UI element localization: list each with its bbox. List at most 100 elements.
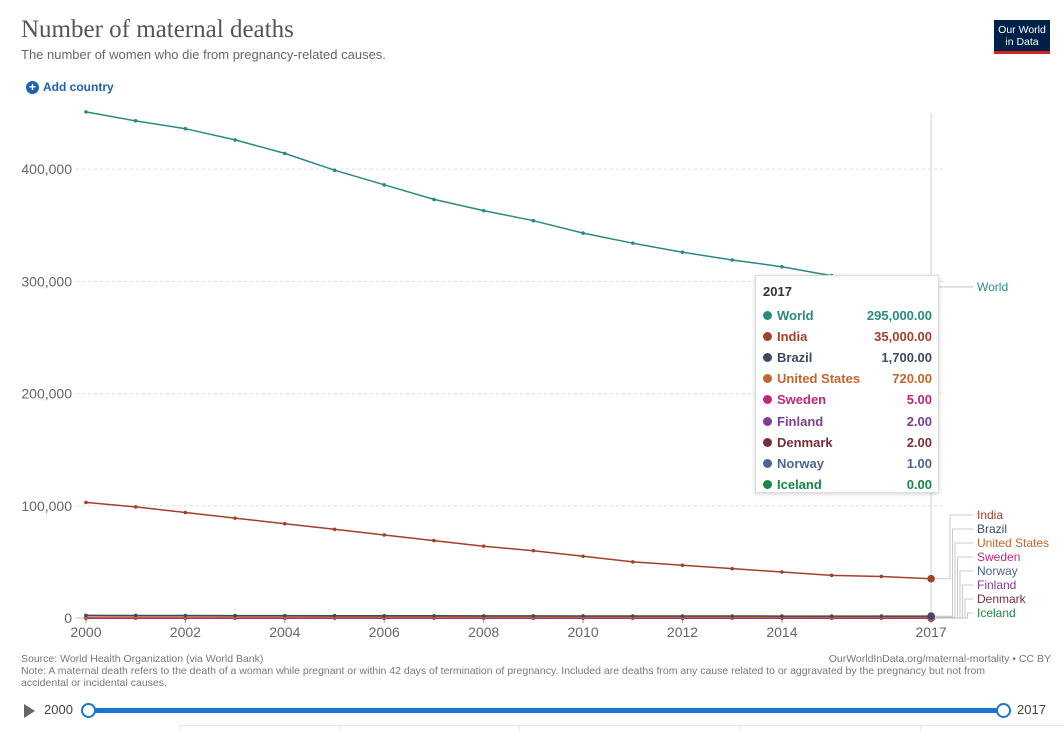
label-leader-line — [935, 515, 973, 579]
data-point[interactable] — [532, 549, 536, 553]
data-point[interactable] — [880, 614, 884, 618]
data-point[interactable] — [927, 575, 935, 583]
tooltip-series-name: Sweden — [777, 392, 907, 407]
data-point[interactable] — [482, 209, 486, 213]
x-tick-label: 2006 — [369, 624, 400, 640]
series-line-india[interactable] — [86, 502, 931, 578]
data-point[interactable] — [233, 614, 237, 618]
data-point[interactable] — [333, 528, 337, 532]
series-end-label[interactable]: Denmark — [977, 592, 1027, 606]
series-end-label[interactable]: Norway — [977, 564, 1018, 578]
x-tick-label: 2014 — [766, 624, 797, 640]
series-end-label[interactable]: Sweden — [977, 550, 1020, 564]
x-tick-label: 2002 — [170, 624, 201, 640]
data-point[interactable] — [730, 258, 734, 262]
timeline-end-handle[interactable] — [996, 703, 1011, 718]
data-point[interactable] — [134, 119, 138, 123]
series-end-label[interactable]: Finland — [977, 578, 1016, 592]
timeline-track[interactable] — [88, 708, 1003, 713]
note-text: Note: A maternal death refers to the dea… — [21, 665, 1021, 689]
data-point[interactable] — [84, 501, 88, 505]
data-point[interactable] — [880, 575, 884, 579]
x-tick-label: 2012 — [667, 624, 698, 640]
data-point[interactable] — [184, 614, 188, 618]
data-point[interactable] — [233, 138, 237, 142]
series-end-label[interactable]: United States — [977, 536, 1049, 550]
data-point[interactable] — [631, 241, 635, 245]
chart-footer: Source: World Health Organization (via W… — [21, 653, 1051, 689]
series-dot-icon — [763, 395, 772, 404]
data-point[interactable] — [681, 614, 685, 618]
data-point[interactable] — [333, 614, 337, 618]
data-point[interactable] — [134, 505, 138, 509]
series-end-label[interactable]: Brazil — [977, 522, 1007, 536]
play-icon[interactable] — [24, 704, 35, 718]
series-dot-icon — [763, 438, 772, 447]
data-point[interactable] — [581, 231, 585, 235]
data-point[interactable] — [482, 614, 486, 618]
data-point[interactable] — [184, 511, 188, 515]
data-point[interactable] — [830, 574, 834, 578]
tooltip-series-name: Iceland — [777, 477, 907, 492]
data-point[interactable] — [780, 570, 784, 574]
data-point[interactable] — [631, 560, 635, 564]
data-point[interactable] — [730, 614, 734, 618]
timeline-start-label: 2000 — [44, 702, 73, 717]
data-point[interactable] — [432, 198, 436, 202]
data-point[interactable] — [382, 533, 386, 537]
data-point[interactable] — [432, 539, 436, 543]
tooltip-series-value: 0.00 — [907, 477, 932, 492]
data-point[interactable] — [631, 614, 635, 618]
data-point[interactable] — [283, 522, 287, 526]
label-leader-line — [935, 543, 973, 617]
data-point[interactable] — [681, 250, 685, 254]
y-tick-label: 200,000 — [21, 386, 72, 402]
data-point[interactable] — [780, 265, 784, 269]
data-point[interactable] — [84, 110, 88, 114]
data-point[interactable] — [134, 614, 138, 618]
data-point[interactable] — [482, 544, 486, 548]
x-tick-label: 2000 — [70, 624, 101, 640]
data-point[interactable] — [581, 614, 585, 618]
series-end-label[interactable]: Iceland — [977, 606, 1016, 620]
data-point[interactable] — [382, 183, 386, 187]
data-point[interactable] — [780, 614, 784, 618]
data-point[interactable] — [233, 516, 237, 520]
data-point[interactable] — [681, 563, 685, 567]
data-point[interactable] — [283, 614, 287, 618]
data-point[interactable] — [283, 152, 287, 156]
tab-separator — [740, 725, 741, 731]
timeline-end-label: 2017 — [1017, 702, 1046, 717]
label-leader-line — [935, 571, 973, 618]
timeline-start-handle[interactable] — [81, 703, 96, 718]
license-link[interactable]: OurWorldInData.org/maternal-mortality • … — [829, 653, 1051, 665]
series-dot-icon — [763, 332, 772, 341]
data-point[interactable] — [927, 612, 935, 620]
series-end-label[interactable]: World — [977, 280, 1008, 294]
y-tick-label: 300,000 — [21, 273, 72, 289]
data-point[interactable] — [581, 554, 585, 558]
data-point[interactable] — [730, 567, 734, 571]
data-point[interactable] — [333, 168, 337, 172]
x-tick-label: 2017 — [916, 624, 947, 640]
data-point[interactable] — [532, 614, 536, 618]
data-point[interactable] — [382, 614, 386, 618]
data-point[interactable] — [532, 219, 536, 223]
series-line-brazil[interactable] — [86, 615, 931, 616]
tooltip-series-value: 2.00 — [907, 414, 932, 429]
x-tick-label: 2004 — [269, 624, 300, 640]
series-dot-icon — [763, 374, 772, 383]
series-line-world[interactable] — [86, 112, 931, 287]
data-point[interactable] — [830, 614, 834, 618]
y-tick-label: 400,000 — [21, 161, 72, 177]
data-point[interactable] — [184, 127, 188, 131]
tooltip-series-value: 1.00 — [907, 456, 932, 471]
data-point[interactable] — [432, 614, 436, 618]
data-point[interactable] — [84, 614, 88, 618]
series-end-label[interactable]: India — [977, 508, 1003, 522]
